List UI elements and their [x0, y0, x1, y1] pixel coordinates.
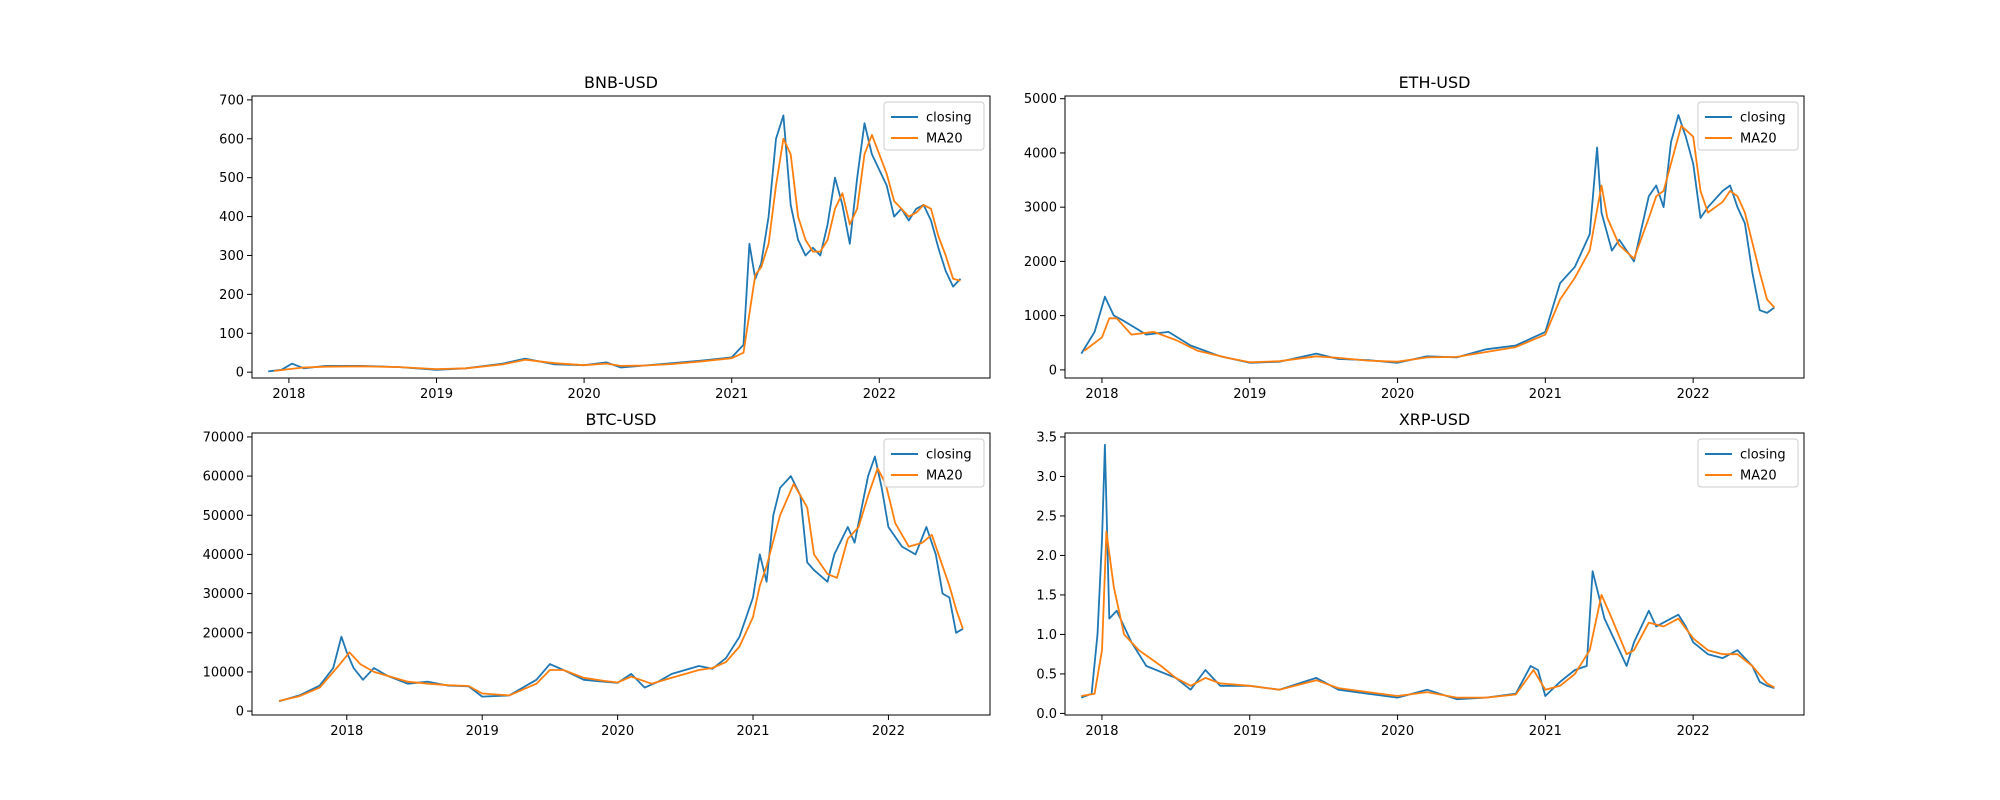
- y-tick-label: 3.0: [1036, 470, 1057, 485]
- x-tick-label: 2018: [272, 387, 305, 402]
- y-tick-label: 400: [219, 210, 244, 225]
- x-tick-label: 2020: [1381, 724, 1414, 739]
- x-tick-label: 2022: [872, 724, 905, 739]
- legend: closing MA20: [1697, 101, 1799, 151]
- legend: closing MA20: [883, 438, 985, 488]
- subplot-btc-usd: BTC-USD 2018 2019 2020 2021 2022 0 10000 20000 30…: [203, 410, 991, 739]
- axes-frame: [251, 432, 991, 716]
- y-tick-label: 1.5: [1036, 588, 1057, 603]
- legend-label-ma20: MA20: [926, 469, 963, 484]
- y-tick-label: 70000: [203, 430, 244, 445]
- x-tick-label: 2018: [1085, 387, 1118, 402]
- chart-title: BTC-USD: [586, 410, 657, 429]
- legend-label-closing: closing: [1740, 111, 1786, 126]
- x-tick-label: 2019: [420, 387, 453, 402]
- y-tick-label: 1.0: [1036, 628, 1057, 643]
- legend-label-ma20: MA20: [1740, 469, 1777, 484]
- y-tick-label: 0: [236, 366, 244, 381]
- subplot-xrp-usd: XRP-USD 2018 2019 2020 2021 2022 0.0 0.5 1.0 1.5 2…: [1036, 410, 1805, 739]
- y-tick-label: 50000: [203, 509, 244, 524]
- x-tick-label: 2022: [1677, 724, 1710, 739]
- x-tick-label: 2020: [1381, 387, 1414, 402]
- axes-frame: [251, 95, 991, 379]
- y-tick-label: 0: [1049, 363, 1057, 378]
- x-tick-label: 2020: [568, 387, 601, 402]
- x-tick-label: 2021: [1529, 387, 1562, 402]
- series-line-ma20: [1083, 124, 1776, 364]
- y-tick-label: 10000: [203, 665, 244, 680]
- legend-label-closing: closing: [1740, 448, 1786, 463]
- y-tick-label: 30000: [203, 587, 244, 602]
- y-tick-label: 40000: [203, 548, 244, 563]
- x-tick-label: 2022: [863, 387, 896, 402]
- x-tick-label: 2020: [601, 724, 634, 739]
- series-line-closing: [1080, 443, 1775, 701]
- legend-label-ma20: MA20: [1740, 132, 1777, 147]
- y-tick-label: 100: [219, 327, 244, 342]
- series-line-ma20: [1081, 530, 1775, 699]
- series-line-closing: [278, 455, 964, 703]
- x-tick-label: 2019: [1233, 387, 1266, 402]
- y-tick-label: 0: [236, 705, 244, 720]
- y-tick-label: 20000: [203, 626, 244, 641]
- axes-frame: [1064, 432, 1805, 716]
- y-tick-label: 700: [219, 93, 244, 108]
- series-line-ma20: [278, 467, 964, 702]
- axes-frame: [1064, 95, 1805, 379]
- y-tick-label: 0.5: [1036, 667, 1057, 682]
- x-tick-label: 2022: [1677, 387, 1710, 402]
- x-tick-label: 2019: [1233, 724, 1266, 739]
- x-tick-label: 2021: [715, 387, 748, 402]
- y-tick-label: 1000: [1024, 309, 1057, 324]
- x-tick-label: 2019: [466, 724, 499, 739]
- y-tick-label: 5000: [1024, 92, 1057, 107]
- legend-label-closing: closing: [926, 448, 972, 463]
- y-tick-label: 60000: [203, 470, 244, 485]
- x-tick-label: 2018: [1085, 724, 1118, 739]
- y-tick-label: 2.0: [1036, 549, 1057, 564]
- chart-title: ETH-USD: [1399, 73, 1471, 92]
- x-tick-label: 2021: [1529, 724, 1562, 739]
- legend: closing MA20: [1697, 438, 1799, 488]
- series-line-closing: [1080, 114, 1775, 364]
- y-tick-label: 3.5: [1036, 430, 1057, 445]
- legend-label-ma20: MA20: [926, 132, 963, 147]
- y-tick-label: 200: [219, 288, 244, 303]
- legend-label-closing: closing: [926, 111, 972, 126]
- x-tick-label: 2021: [736, 724, 769, 739]
- y-tick-label: 500: [219, 171, 244, 186]
- x-tick-label: 2018: [330, 724, 363, 739]
- legend: closing MA20: [883, 101, 985, 151]
- y-tick-label: 4000: [1024, 146, 1057, 161]
- y-tick-label: 0.0: [1036, 707, 1057, 722]
- subplot-bnb-usd: BNB-USD 2018 2019 2020 2021 2022 0 100 200 300 400…: [219, 73, 991, 402]
- y-tick-label: 300: [219, 249, 244, 264]
- series-line-ma20: [273, 134, 961, 372]
- y-tick-label: 2.5: [1036, 509, 1057, 524]
- subplot-eth-usd: ETH-USD 2018 2019 2020 2021 2022 0 1000 2000 3000…: [1024, 73, 1805, 402]
- chart-title: XRP-USD: [1399, 410, 1470, 429]
- y-tick-label: 3000: [1024, 201, 1057, 216]
- y-tick-label: 600: [219, 132, 244, 147]
- chart-title: BNB-USD: [584, 73, 658, 92]
- y-tick-label: 2000: [1024, 255, 1057, 270]
- series-line-closing: [268, 114, 962, 373]
